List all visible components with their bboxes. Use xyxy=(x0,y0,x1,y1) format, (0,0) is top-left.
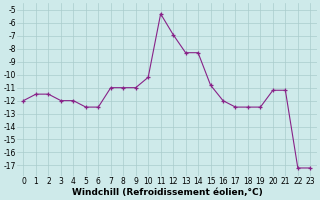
X-axis label: Windchill (Refroidissement éolien,°C): Windchill (Refroidissement éolien,°C) xyxy=(71,188,262,197)
